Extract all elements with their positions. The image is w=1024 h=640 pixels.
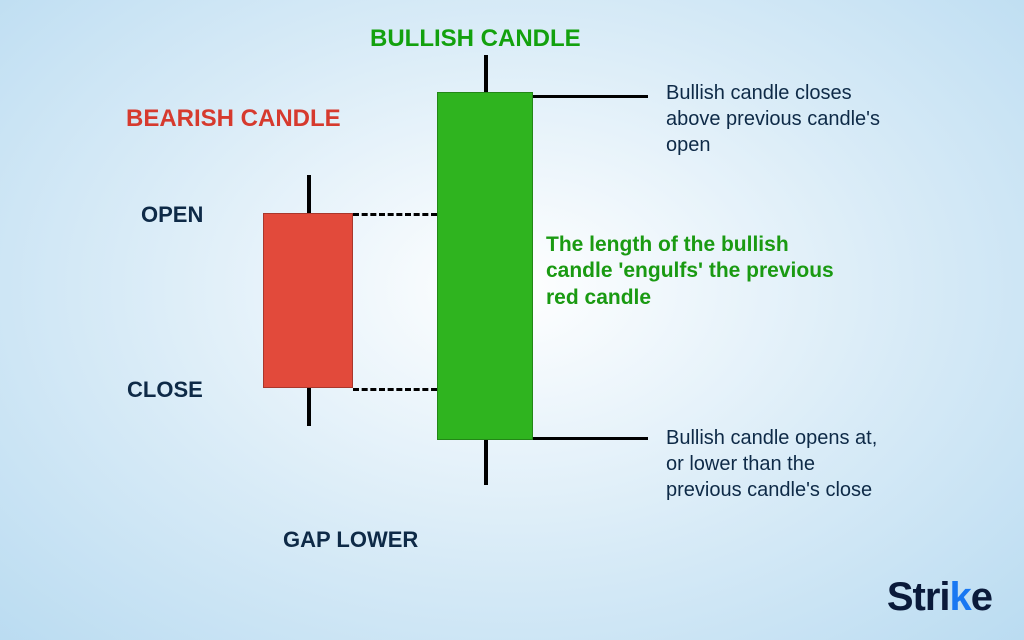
diagram-canvas: BULLISH CANDLE BEARISH CANDLE OPEN CLOSE…: [0, 0, 1024, 640]
logo-arrow-icon: k: [950, 575, 971, 620]
brand-logo: Strike: [887, 575, 992, 620]
callout-top-line: [533, 95, 648, 98]
bearish-candle-body: [263, 213, 353, 388]
gap-lower-label: GAP LOWER: [283, 526, 418, 554]
dash-open-line: [353, 213, 437, 216]
bearish-lower-wick: [307, 388, 311, 426]
callout-bottom-line: [533, 437, 648, 440]
note-bottom: Bullish candle opens at, or lower than t…: [666, 425, 896, 503]
note-top: Bullish candle closes above previous can…: [666, 80, 896, 158]
bullish-title: BULLISH CANDLE: [370, 24, 581, 54]
logo-text-part1: Stri: [887, 575, 950, 620]
bearish-title: BEARISH CANDLE: [126, 104, 341, 134]
logo-text-part2: e: [971, 575, 992, 620]
bullish-upper-wick: [484, 55, 488, 92]
open-label: OPEN: [141, 201, 203, 229]
bullish-candle-body: [437, 92, 533, 440]
bullish-lower-wick: [484, 440, 488, 485]
engulf-note: The length of the bullish candle 'engulf…: [546, 232, 846, 311]
bearish-upper-wick: [307, 175, 311, 213]
dash-close-line: [353, 388, 437, 391]
close-label: CLOSE: [127, 376, 203, 404]
gap-lower-diagonal: [405, 444, 445, 530]
